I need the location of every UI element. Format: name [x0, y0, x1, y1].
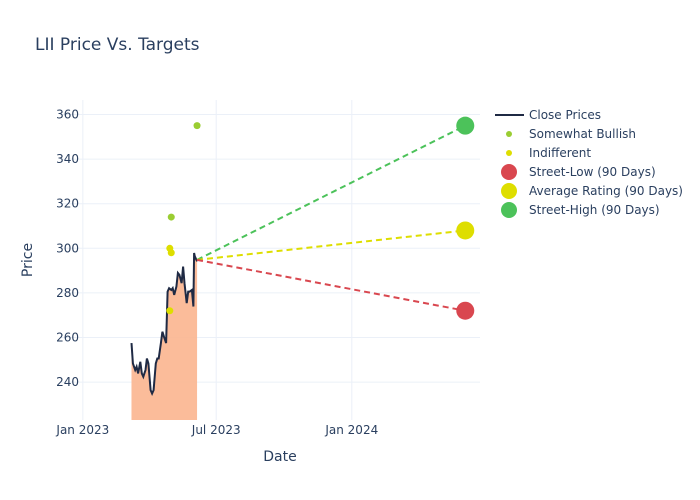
legend: Close Prices Somewhat Bullish Indifferent S…: [495, 108, 683, 218]
y-tick-label: 240: [56, 375, 79, 389]
legend-item-label: Average Rating (90 Days): [529, 184, 683, 198]
street-low-target-line: [196, 258, 466, 312]
street-high-target-line: [196, 124, 466, 261]
y-axis-label: Price: [20, 243, 36, 277]
x-axis-label: Date: [263, 449, 296, 465]
x-tick-label: Jan 2024: [324, 423, 378, 437]
close-price-area: [131, 253, 198, 420]
legend-item-label: Indifferent: [529, 146, 591, 160]
legend-marker-swatch: [501, 164, 517, 180]
legend-item-label: Street-Low (90 Days): [529, 165, 656, 179]
legend-item-label: Somewhat Bullish: [529, 127, 636, 141]
y-tick-label: 320: [56, 197, 79, 211]
street-low-target-marker: [456, 301, 475, 320]
legend-item-label: Close Prices: [529, 108, 601, 122]
y-tick-label: 260: [56, 330, 79, 344]
indifferent-rating-point: [166, 307, 174, 315]
legend-marker-swatch: [506, 150, 512, 156]
x-tick-label: Jul 2023: [191, 423, 241, 437]
y-tick-label: 360: [56, 107, 79, 121]
indifferent-rating-point: [167, 249, 175, 257]
legend-item-label: Street-High (90 Days): [529, 203, 660, 217]
somewhat-bullish-rating-point: [193, 122, 201, 130]
x-tick-label: Jan 2023: [55, 423, 109, 437]
close-price-line: [130, 252, 199, 396]
y-tick-label: 340: [56, 152, 79, 166]
legend-marker-swatch: [506, 131, 512, 137]
street-high-target-marker: [456, 116, 475, 135]
legend-marker-swatch: [501, 202, 517, 218]
average-rating-target-marker: [456, 221, 475, 240]
y-tick-label: 280: [56, 286, 79, 300]
somewhat-bullish-rating-point: [167, 213, 175, 221]
y-tick-label: 300: [56, 241, 79, 255]
average-rating-target-line: [196, 229, 466, 261]
chart-title: LII Price Vs. Targets: [35, 35, 200, 55]
legend-marker-swatch: [501, 183, 517, 199]
